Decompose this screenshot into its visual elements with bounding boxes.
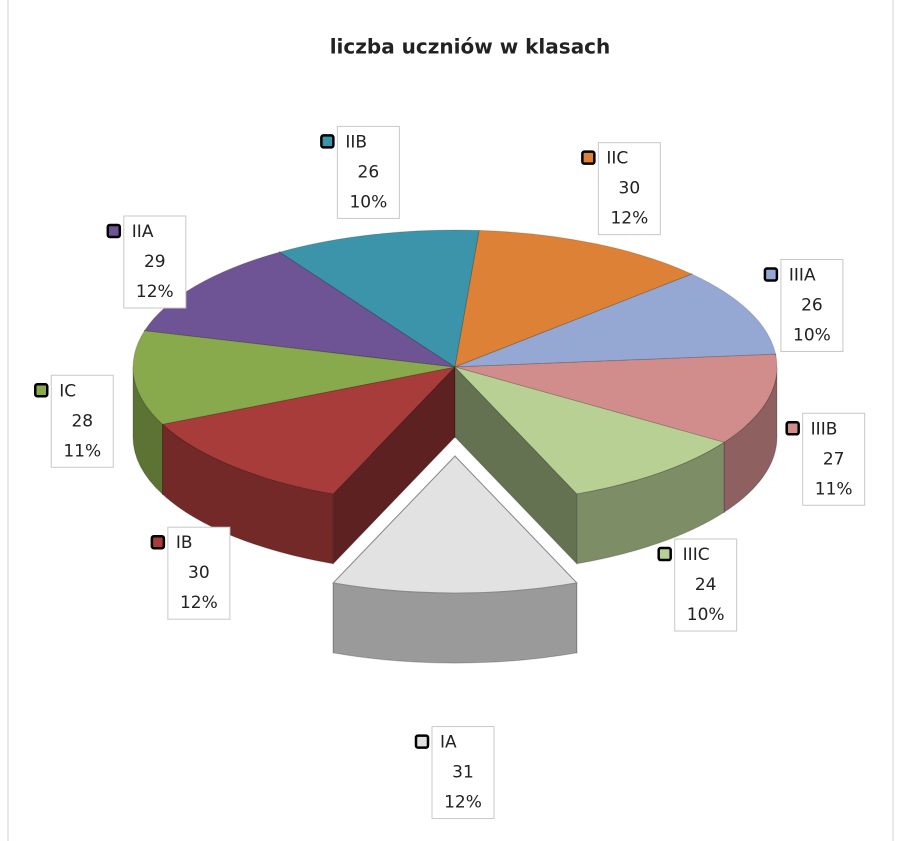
- data-label-percent: 12%: [180, 593, 218, 613]
- data-label-value: 31: [452, 763, 474, 783]
- slice: [332, 455, 578, 594]
- data-label-name: IIIA: [789, 266, 816, 286]
- data-label-value: 27: [823, 449, 845, 469]
- data-label-name: IIB: [345, 132, 367, 152]
- data-label-box: [50, 374, 114, 468]
- data-label-value: 30: [188, 563, 210, 583]
- data-label-name: IA: [440, 733, 457, 753]
- data-label-percent: 12%: [136, 282, 174, 302]
- legend-key: [581, 150, 596, 165]
- data-label-box: [336, 125, 400, 219]
- data-label-name: IIIB: [811, 419, 838, 439]
- data-label-percent: 10%: [793, 326, 831, 346]
- slice: [132, 330, 456, 425]
- data-label-value: 30: [619, 179, 641, 199]
- data-label-name: IIC: [606, 149, 628, 169]
- legend-key: [414, 734, 430, 749]
- slice: [453, 366, 726, 495]
- data-label-box: [780, 259, 844, 353]
- slice: [454, 273, 777, 368]
- data-label-name: IIIC: [683, 545, 710, 565]
- data-label-box: [597, 142, 661, 236]
- legend-key: [320, 134, 335, 149]
- data-label-name: IC: [59, 381, 76, 401]
- slice: [161, 366, 457, 495]
- data-label-percent: 12%: [610, 209, 648, 229]
- slice: [278, 229, 480, 368]
- legend-key: [150, 534, 166, 550]
- legend-key: [763, 267, 779, 282]
- data-label-percent: 12%: [444, 793, 482, 813]
- slice: [143, 251, 456, 368]
- slice: [454, 353, 778, 443]
- data-label-box: [123, 215, 187, 309]
- data-label-name: IB: [176, 533, 193, 553]
- data-label-box: [802, 412, 866, 506]
- data-label-percent: 11%: [63, 441, 101, 461]
- data-label-value: 29: [144, 252, 166, 272]
- data-label-percent: 11%: [815, 479, 853, 499]
- data-label-value: 28: [71, 411, 93, 431]
- data-label-box: [431, 726, 495, 820]
- data-label-value: 24: [695, 575, 717, 595]
- data-label-value: 26: [801, 296, 823, 316]
- data-label-box: [674, 538, 738, 632]
- legend-key: [657, 546, 672, 562]
- data-label-value: 26: [358, 162, 380, 182]
- slice: [454, 229, 694, 368]
- data-label-percent: 10%: [687, 605, 725, 625]
- data-label-percent: 10%: [349, 192, 387, 212]
- legend-key: [785, 421, 800, 436]
- chart-title: liczba uczniów w klasach: [330, 35, 611, 59]
- data-label-box: [167, 526, 231, 620]
- data-label-name: IIA: [132, 222, 154, 242]
- slice-side: [332, 582, 578, 664]
- legend-key: [34, 383, 49, 398]
- legend-key: [106, 223, 122, 239]
